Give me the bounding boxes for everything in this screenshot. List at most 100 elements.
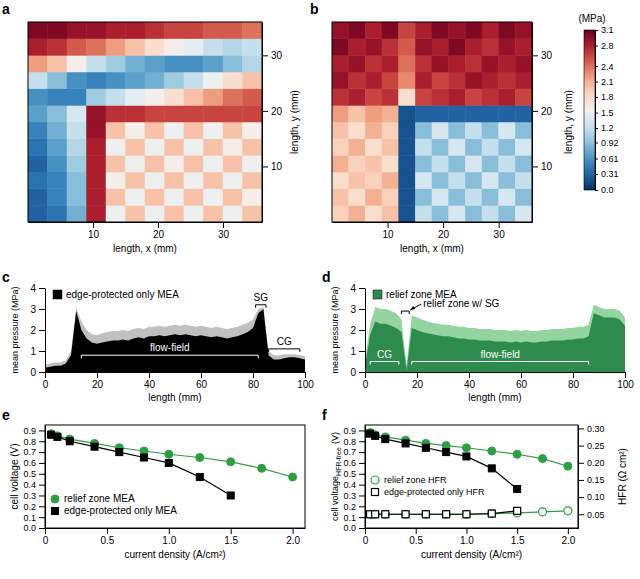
cell [243, 89, 263, 106]
tick-mark [532, 166, 538, 167]
cell [48, 155, 68, 172]
panel-letter: a [2, 1, 10, 17]
cell [87, 39, 107, 56]
legend-label: relief zone MEA [64, 493, 135, 504]
y-axis-title-main: cell voltage (V) [9, 443, 20, 509]
cell [499, 89, 516, 106]
tick: 20 [412, 372, 424, 390]
tick-label: 30 [271, 50, 283, 61]
cell [482, 122, 499, 139]
cell [204, 205, 224, 222]
tick-mark [466, 528, 467, 534]
tick-label: 30 [541, 50, 553, 61]
cell [165, 155, 185, 172]
cell [67, 205, 87, 222]
cell [449, 155, 466, 172]
marker [372, 511, 379, 518]
tick-label: 0.9 [343, 426, 356, 436]
bracket [370, 362, 399, 365]
x-axis-title: length (mm) [148, 392, 201, 403]
axis-line [45, 289, 46, 373]
plot-area [47, 430, 296, 499]
cell [223, 89, 243, 106]
cell [349, 89, 366, 106]
axis-line [262, 23, 263, 223]
panel-letter: f [322, 407, 327, 423]
axis-line [45, 426, 46, 529]
tick-label: 0.1 [23, 513, 36, 523]
marker [51, 495, 59, 503]
tick: 10 [532, 161, 553, 172]
cell [332, 89, 349, 106]
bracket [81, 355, 258, 358]
area [365, 305, 625, 372]
cell [243, 22, 263, 39]
cell [184, 205, 204, 222]
tick-label: 0.6 [23, 458, 36, 468]
cell [184, 39, 204, 56]
axis-line [365, 289, 366, 373]
cell [399, 22, 416, 39]
x-axis-title: length, x (mm) [400, 243, 464, 254]
tick-mark [107, 528, 108, 534]
tick-label: 1 [30, 346, 36, 357]
cell [204, 155, 224, 172]
cell [106, 89, 126, 106]
tick-label: 30 [494, 229, 506, 240]
tick: 2.0 [561, 528, 575, 546]
tick-mark [39, 528, 45, 529]
cell [332, 122, 349, 139]
cell [499, 55, 516, 72]
cell [28, 105, 48, 122]
marker [443, 511, 450, 518]
plot-area [45, 307, 305, 372]
cell [499, 139, 516, 156]
tick-label: 20 [271, 106, 283, 117]
annotation: CG [377, 349, 392, 360]
tick-mark [578, 446, 584, 447]
cell [482, 72, 499, 89]
tick-label: 0.5 [100, 535, 114, 546]
cell [67, 139, 87, 156]
line [51, 434, 292, 477]
tick-label: 3 [30, 304, 36, 315]
cell [382, 72, 399, 89]
cell [499, 122, 516, 139]
cell [106, 139, 126, 156]
tick: 3 [350, 304, 365, 315]
cell [243, 72, 263, 89]
cell [465, 105, 482, 122]
tick-mark [578, 514, 584, 515]
cell [515, 105, 532, 122]
cell [432, 89, 449, 106]
cell [465, 172, 482, 189]
tick-mark [578, 497, 584, 498]
cell [87, 189, 107, 206]
cell [482, 105, 499, 122]
tick-label: 4 [30, 283, 36, 294]
tick-label: 0.8 [343, 437, 356, 447]
cell [145, 72, 165, 89]
cell [399, 189, 416, 206]
tick-mark [253, 372, 254, 378]
tick: 4 [30, 283, 45, 294]
cell [515, 89, 532, 106]
panel-letter: b [310, 1, 319, 17]
cell [349, 205, 366, 222]
cell [465, 155, 482, 172]
tick-label: 20 [92, 379, 104, 390]
tick: 20 [153, 222, 165, 240]
cell [465, 122, 482, 139]
tick-mark [517, 528, 518, 534]
marker [422, 511, 429, 518]
cell [28, 205, 48, 222]
cell [48, 39, 68, 56]
cell [145, 22, 165, 39]
cell [382, 105, 399, 122]
tick-mark [568, 528, 569, 534]
cell [415, 189, 432, 206]
tick: 0.9 [343, 426, 365, 436]
tick: 10 [88, 222, 100, 240]
tick-label: 0.7 [23, 447, 36, 457]
arrow-head [410, 306, 415, 310]
